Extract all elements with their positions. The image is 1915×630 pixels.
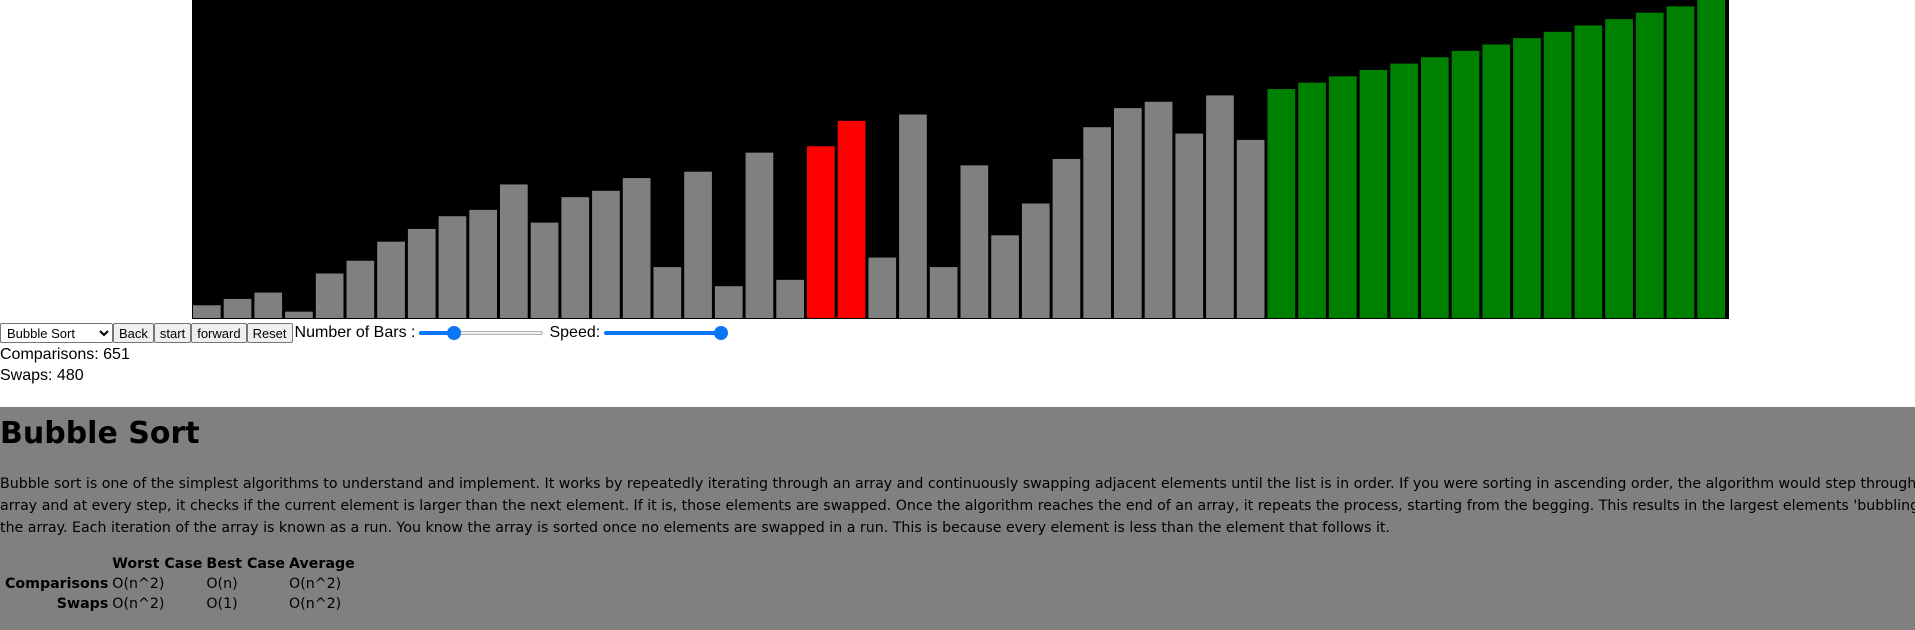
bar-green (1635, 12, 1664, 318)
bar-green (1605, 19, 1633, 319)
bar-green (1267, 89, 1296, 318)
bar-green (1298, 82, 1326, 319)
bar-gray (1206, 95, 1234, 319)
start-button[interactable]: start (153, 323, 192, 343)
slider-thumb[interactable] (446, 326, 461, 340)
bar-green (1666, 6, 1695, 319)
number-of-bars-slider[interactable] (419, 325, 544, 341)
bar-green (1543, 31, 1572, 319)
bar-gray (561, 197, 590, 318)
slider-fill (604, 331, 729, 335)
bar-gray (776, 279, 804, 318)
bar-gray (991, 235, 1019, 318)
bar-gray (377, 241, 405, 318)
bar-gray (684, 171, 712, 318)
bar-gray (346, 260, 375, 318)
bar-gray (1114, 108, 1142, 319)
bar-green (1421, 57, 1449, 319)
bar-gray (622, 178, 651, 318)
back-button[interactable]: Back (113, 323, 154, 343)
bar-gray (530, 222, 559, 318)
bar-gray (469, 209, 497, 318)
bar-gray (1175, 133, 1204, 318)
table-row-label: Swaps (56, 596, 109, 612)
forward-button[interactable]: forward (191, 323, 247, 343)
bar-gray (929, 267, 958, 318)
table-header-cell: Worst Case (112, 556, 203, 572)
algorithm-info-panel: Bubble Sort Bubble sort is one of the si… (0, 407, 1915, 630)
description-line: the array. Each iteration of the array i… (0, 520, 1390, 536)
algorithm-description: Bubble sort is one of the simplest algor… (0, 473, 1915, 539)
bar-gray (1083, 127, 1111, 318)
slider-fill (419, 331, 451, 335)
table-cell: O(1) (206, 596, 238, 612)
sort-visualizer-canvas (192, 0, 1729, 319)
reset-button[interactable]: Reset (246, 323, 293, 343)
table-cell: O(n^2) (112, 576, 165, 592)
bar-green (1451, 50, 1480, 318)
bar-gray (500, 184, 528, 318)
bar-green (1513, 38, 1541, 318)
bar-green (1697, 0, 1725, 318)
speed-label: Speed: (549, 324, 601, 341)
bar-gray (899, 114, 927, 318)
bar-gray (407, 228, 436, 318)
slider-thumb[interactable] (714, 326, 729, 340)
table-cell: O(n) (206, 576, 238, 592)
swaps-count: Swaps: 480 (0, 367, 84, 384)
table-row-label: Comparisons (5, 576, 109, 592)
bar-gray (653, 267, 682, 318)
table-cell: O(n^2) (289, 576, 342, 592)
bar-green (1359, 69, 1388, 319)
bar-gray (745, 152, 774, 318)
bar-gray (1021, 203, 1050, 318)
table-header-cell: Average (289, 556, 355, 572)
algorithm-select[interactable]: Bubble Sort (0, 323, 113, 343)
bar-gray (714, 286, 743, 318)
bars-chart (193, 0, 1725, 319)
controls-bar: Bubble Sort Back start forward Reset Num… (0, 323, 732, 343)
table-header-cell (4, 555, 109, 573)
table-header-cell: Best Case (206, 556, 286, 572)
algorithm-title: Bubble Sort (0, 416, 200, 451)
number-of-bars-label: Number of Bars : (294, 324, 416, 341)
table-cell: O(n^2) (289, 596, 342, 612)
bar-red (837, 120, 866, 318)
bar-gray (592, 190, 620, 318)
comparisons-count: Comparisons: 651 (0, 346, 130, 363)
bar-gray (1144, 101, 1173, 318)
bar-gray (315, 273, 344, 318)
bar-red (807, 146, 835, 318)
bar-gray (1052, 159, 1081, 318)
description-line: Bubble sort is one of the simplest algor… (0, 476, 1915, 492)
bar-green (1482, 44, 1511, 319)
bar-gray (1236, 139, 1265, 318)
bar-gray (223, 298, 252, 318)
bar-gray (960, 165, 989, 318)
table-row: Comparisons O(n^2) O(n) O(n^2) (4, 575, 356, 593)
description-line: array and at every step, it checks if th… (0, 498, 1915, 514)
table-header-row: Worst Case Best Case Average (4, 555, 356, 573)
table-cell: O(n^2) (112, 596, 165, 612)
complexity-table: Worst Case Best Case Average Comparisons… (2, 553, 358, 615)
bar-green (1574, 25, 1603, 318)
bar-green (1390, 63, 1418, 318)
bar-gray (868, 257, 897, 318)
bar-gray (254, 292, 283, 318)
bar-gray (193, 305, 221, 318)
bar-green (1328, 76, 1357, 318)
speed-slider[interactable] (604, 325, 729, 341)
bar-gray (438, 216, 467, 318)
table-row: Swaps O(n^2) O(1) O(n^2) (4, 595, 356, 613)
bar-gray (285, 311, 313, 318)
